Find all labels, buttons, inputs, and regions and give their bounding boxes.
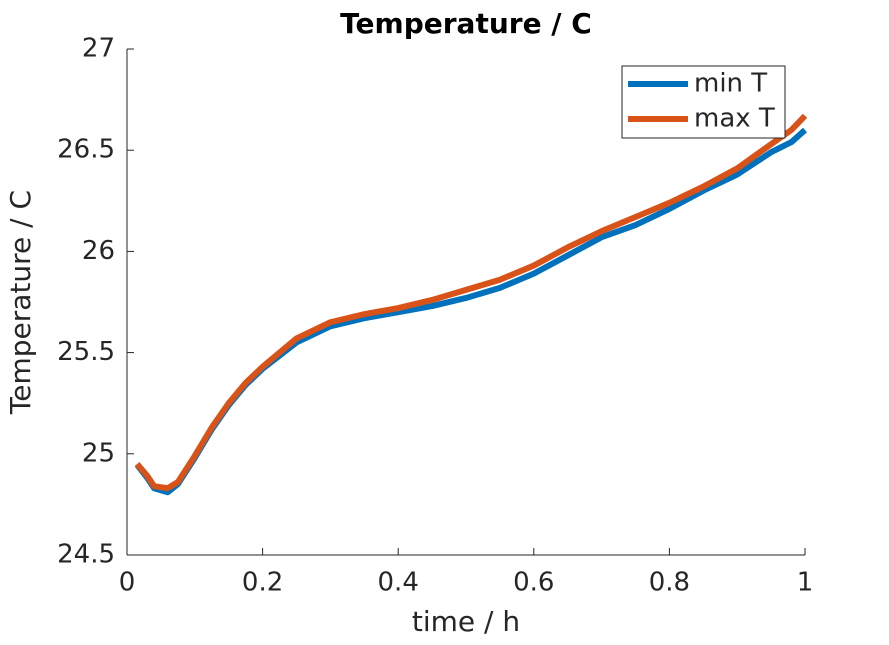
- y-tick-label: 27: [82, 34, 115, 64]
- y-tick-label: 26: [82, 236, 115, 266]
- y-tick-label: 25.5: [57, 337, 115, 367]
- y-tick-label: 25: [82, 438, 115, 468]
- x-tick-label: 0.2: [242, 568, 283, 598]
- x-tick-label: 0: [119, 568, 136, 598]
- x-tick-label: 1: [797, 568, 814, 598]
- chart-title: Temperature / C: [340, 7, 592, 40]
- line-series: [134, 113, 808, 492]
- x-tick-label: 0.4: [378, 568, 419, 598]
- x-axis-label: time / h: [412, 605, 520, 638]
- y-tick-label: 26.5: [57, 135, 115, 165]
- legend-label: min T: [694, 69, 767, 99]
- y-tick-label: 24.5: [57, 540, 115, 570]
- x-tick-label: 0.8: [649, 568, 690, 598]
- x-tick-label: 0.6: [513, 568, 554, 598]
- y-axis-label: Temperature / C: [4, 190, 37, 415]
- legend-label: max T: [694, 104, 775, 134]
- legend-box: [621, 65, 786, 139]
